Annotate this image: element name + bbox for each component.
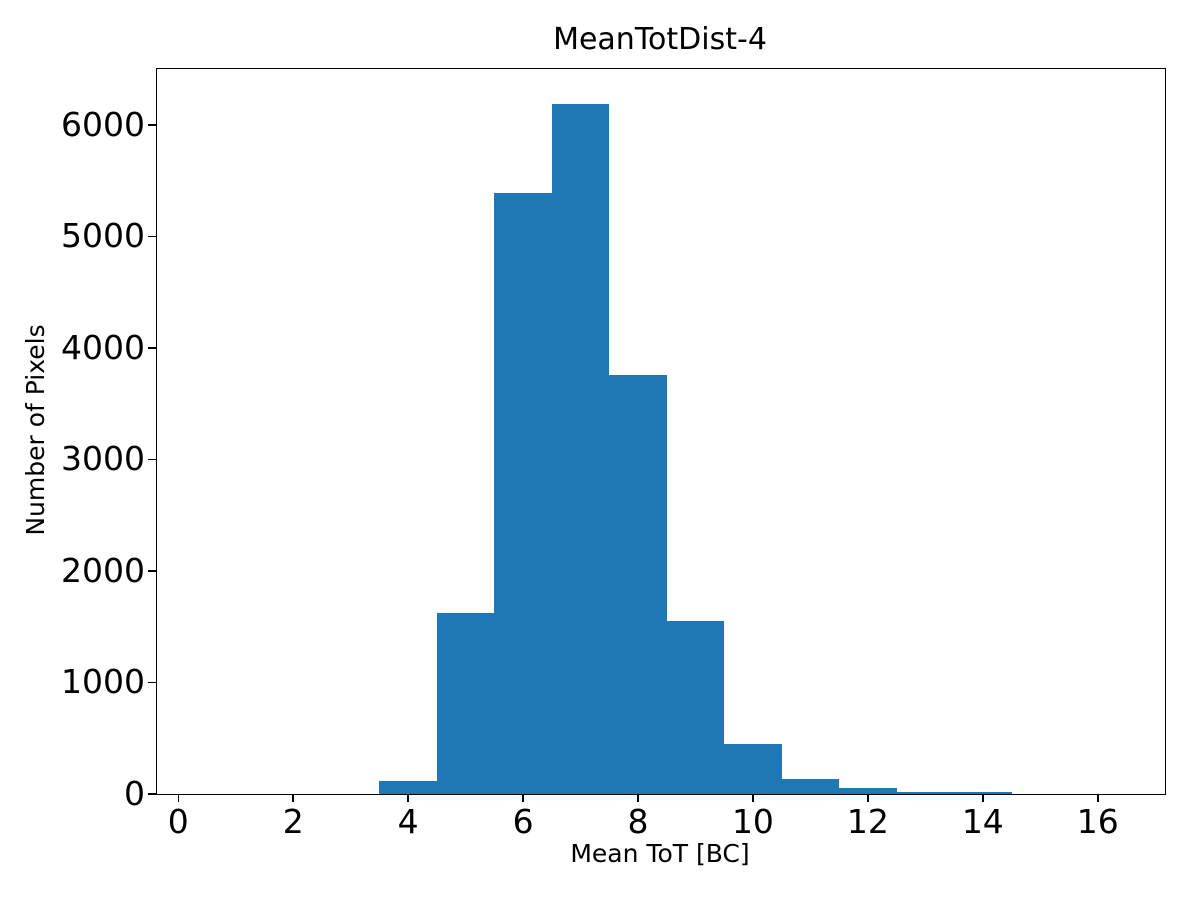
histogram-bar — [379, 780, 437, 794]
x-tick-mark — [637, 794, 639, 802]
histogram-bar — [781, 778, 840, 794]
histogram-bar — [436, 613, 495, 794]
y-tick-mark — [147, 681, 156, 684]
y-tick-mark — [147, 235, 156, 238]
y-tick-label: 3000 — [61, 439, 145, 479]
histogram-bar — [839, 787, 897, 794]
x-tick-label: 12 — [846, 802, 889, 841]
y-tick-label: 5000 — [61, 216, 145, 256]
x-tick-mark — [177, 794, 179, 802]
x-tick-mark — [982, 794, 984, 802]
x-tick-label: 14 — [961, 802, 1004, 841]
x-tick-mark — [522, 794, 524, 802]
x-tick-mark — [1097, 794, 1099, 802]
y-tick-mark — [147, 347, 156, 349]
x-axis-label: Mean ToT [BC] — [570, 839, 750, 868]
x-tick-label: 10 — [731, 802, 774, 841]
y-tick-label: 0 — [124, 774, 145, 813]
x-tick-mark — [292, 794, 294, 802]
y-tick-label: 6000 — [61, 104, 145, 144]
histogram-bar — [666, 621, 725, 794]
plot-area: 0 2 4 6 8 10 12 14 16 0 1000 2000 3000 4000 5000 6000 — [61, 68, 1166, 841]
x-tick-label: 8 — [627, 802, 649, 841]
y-tick-label: 1000 — [61, 662, 145, 702]
y-axis-label: Number of Pixels — [21, 324, 50, 536]
x-tick-label: 16 — [1076, 802, 1119, 841]
x-tick-mark — [867, 794, 869, 802]
chart-title: MeanTotDist-4 — [553, 22, 767, 57]
y-tick-mark — [147, 458, 156, 461]
histogram-bar — [724, 744, 782, 794]
x-tick-label: 0 — [167, 802, 189, 841]
histogram-bar — [494, 192, 552, 794]
histogram-bar — [954, 792, 1012, 794]
histogram-bar — [609, 374, 667, 794]
histogram-bar — [551, 103, 610, 794]
y-tick-mark — [147, 793, 156, 795]
x-tick-label: 4 — [397, 802, 419, 841]
y-tick-label: 4000 — [61, 327, 145, 367]
y-tick-mark — [147, 124, 156, 126]
y-tick-label: 2000 — [61, 550, 145, 590]
x-tick-mark — [752, 794, 754, 802]
histogram-bar — [896, 791, 955, 794]
x-tick-label: 2 — [282, 802, 304, 841]
y-tick-mark — [147, 570, 156, 572]
x-tick-mark — [407, 794, 409, 802]
x-tick-label: 6 — [512, 802, 534, 841]
